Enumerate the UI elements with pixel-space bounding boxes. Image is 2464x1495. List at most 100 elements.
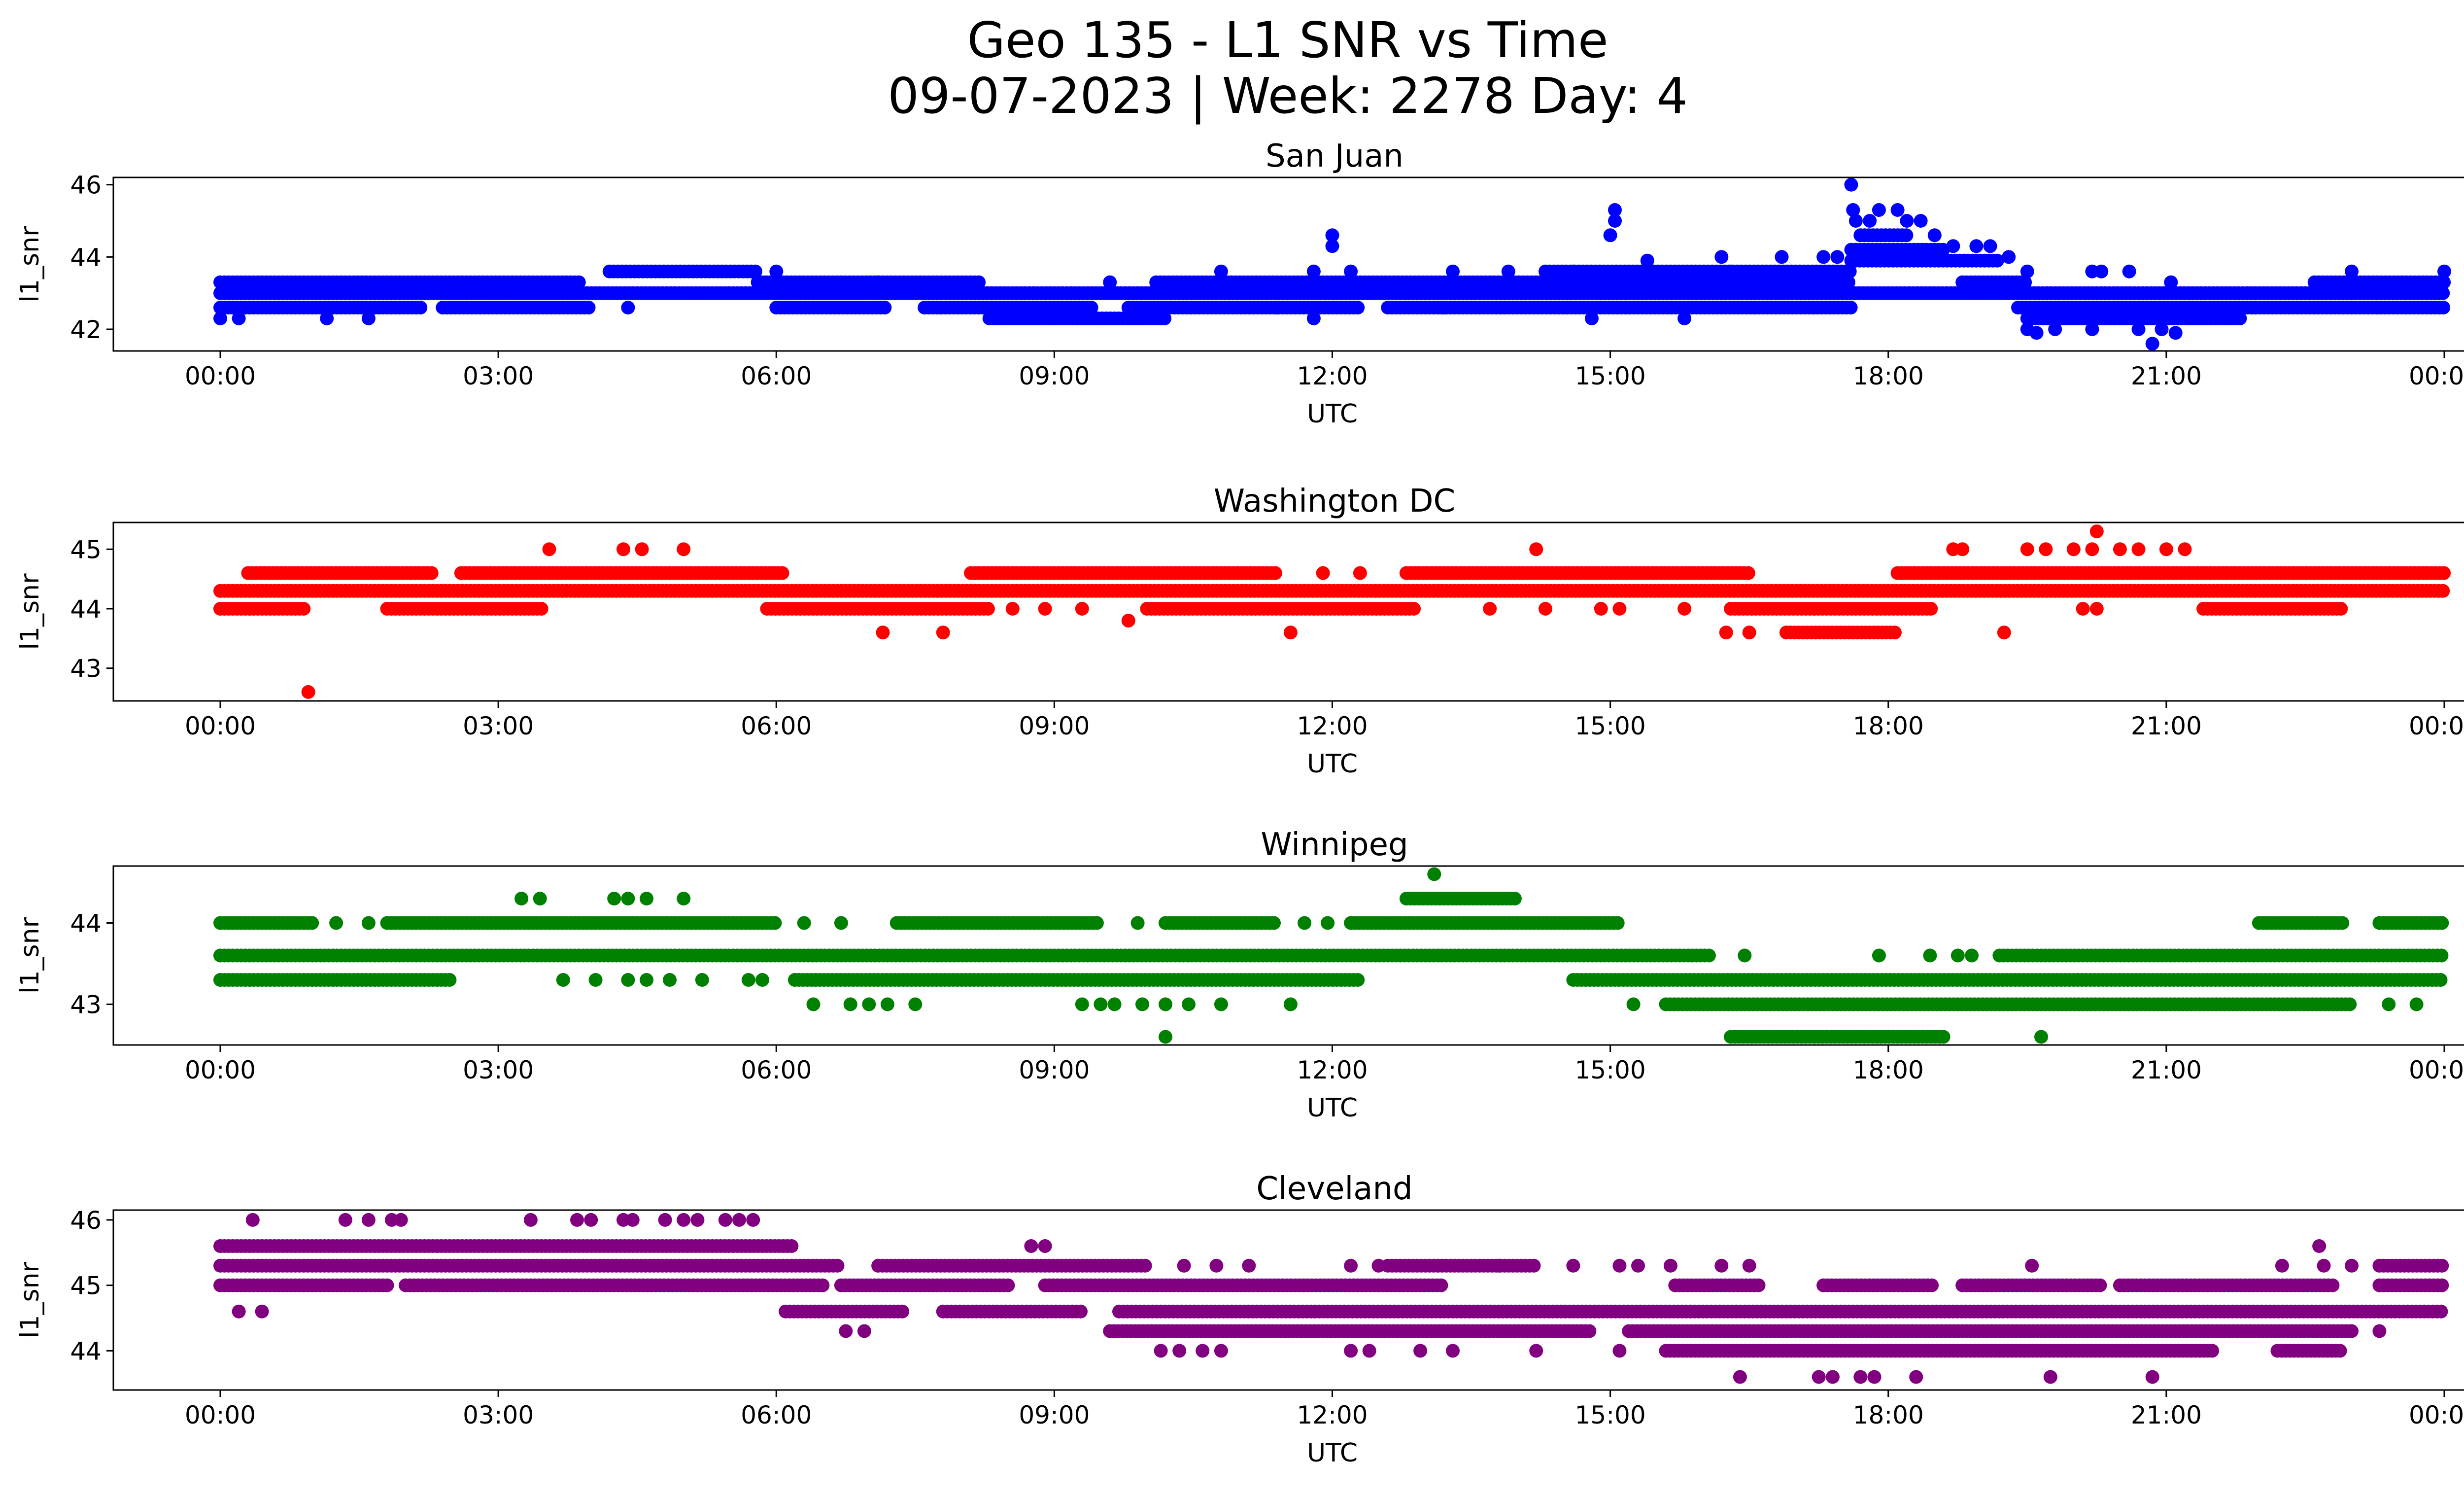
data-point xyxy=(2085,542,2099,556)
scatter-points xyxy=(213,177,2451,351)
x-tick-label: 21:00 xyxy=(2131,362,2202,390)
y-tick-label: 43 xyxy=(70,991,102,1019)
data-point xyxy=(1677,312,1692,325)
data-point xyxy=(663,973,677,987)
data-point xyxy=(1841,275,1855,289)
x-tick-label: 00:00 xyxy=(185,362,256,390)
data-point xyxy=(1121,614,1135,628)
data-point xyxy=(1608,214,1622,228)
data-point xyxy=(1325,228,1339,243)
data-point xyxy=(1863,214,1877,228)
data-point xyxy=(640,892,653,905)
data-point xyxy=(2437,264,2451,278)
data-point xyxy=(2334,602,2348,616)
x-tick-label: 00:00 xyxy=(185,712,256,740)
data-point xyxy=(806,997,821,1011)
data-point xyxy=(1135,997,1149,1011)
data-point xyxy=(1507,892,1522,905)
data-point xyxy=(2435,916,2449,930)
data-point xyxy=(816,1278,830,1292)
data-point xyxy=(1268,566,1282,580)
data-point xyxy=(862,997,876,1011)
data-point xyxy=(424,566,439,580)
x-axis-label: UTC xyxy=(1307,399,1358,429)
x-tick-label: 00:00 xyxy=(2409,712,2464,740)
data-point xyxy=(534,602,548,616)
data-point xyxy=(2145,337,2159,351)
data-point xyxy=(1214,264,1228,278)
data-point xyxy=(1775,286,1789,300)
x-tick-label: 18:00 xyxy=(1853,362,1924,390)
data-point xyxy=(695,973,709,987)
data-point xyxy=(1075,602,1089,616)
data-point xyxy=(621,892,635,905)
data-point xyxy=(2433,973,2448,987)
data-point xyxy=(1159,997,1172,1011)
data-point xyxy=(2039,542,2053,556)
data-point xyxy=(2131,322,2146,336)
x-tick-label: 00:00 xyxy=(2409,1056,2464,1084)
data-point xyxy=(1946,239,1960,253)
data-point xyxy=(297,602,311,616)
scatter-points xyxy=(213,867,2449,1044)
data-point xyxy=(301,685,315,699)
data-point xyxy=(2094,264,2109,278)
data-point xyxy=(981,602,995,616)
data-point xyxy=(1306,312,1321,325)
data-point xyxy=(1741,566,1755,580)
data-point xyxy=(640,973,653,987)
scatter-points xyxy=(213,1213,2449,1384)
x-tick-label: 03:00 xyxy=(463,1056,534,1084)
data-point xyxy=(1955,542,1970,556)
x-tick-label: 12:00 xyxy=(1297,712,1368,740)
data-point xyxy=(1843,264,1857,278)
y-tick-label: 42 xyxy=(70,315,102,344)
data-point xyxy=(2164,275,2178,289)
data-point xyxy=(1914,214,1928,228)
data-point xyxy=(305,916,319,930)
data-point xyxy=(380,1278,394,1292)
data-point xyxy=(2002,250,2016,264)
data-point xyxy=(413,301,428,314)
data-point xyxy=(880,997,894,1011)
data-point xyxy=(1306,264,1321,278)
data-point xyxy=(1714,250,1729,264)
data-point xyxy=(1214,997,1228,1011)
data-point xyxy=(2131,542,2146,556)
data-point xyxy=(1267,916,1281,930)
data-point xyxy=(748,264,762,278)
data-point xyxy=(1636,264,1650,278)
data-point xyxy=(1951,948,1965,963)
x-tick-label: 15:00 xyxy=(1575,1056,1646,1084)
data-point xyxy=(1702,948,1716,963)
data-point xyxy=(1107,997,1122,1011)
data-point xyxy=(1872,203,1886,217)
data-point xyxy=(936,626,950,640)
x-tick-label: 18:00 xyxy=(1853,712,1924,740)
x-tick-label: 09:00 xyxy=(1019,362,1090,390)
data-point xyxy=(1075,997,1089,1011)
x-tick-label: 09:00 xyxy=(1019,712,1090,740)
data-point xyxy=(1182,997,1196,1011)
data-point xyxy=(2159,542,2173,556)
data-point xyxy=(1677,602,1692,616)
y-tick-label: 44 xyxy=(70,909,102,938)
x-tick-label: 15:00 xyxy=(1575,712,1646,740)
axes-frame xyxy=(112,522,2464,702)
data-point xyxy=(1353,566,1367,580)
data-point xyxy=(2020,542,2034,556)
data-point xyxy=(2085,322,2099,336)
data-point xyxy=(1566,264,1580,278)
data-point xyxy=(1283,997,1298,1011)
data-point xyxy=(1585,312,1599,325)
data-point xyxy=(2233,312,2247,325)
axes-frame xyxy=(112,865,2464,1046)
data-point xyxy=(1724,264,1738,278)
x-tick-label: 00:00 xyxy=(185,1056,256,1084)
data-point xyxy=(755,973,769,987)
data-point xyxy=(1936,1030,1951,1044)
data-point xyxy=(1594,602,1608,616)
